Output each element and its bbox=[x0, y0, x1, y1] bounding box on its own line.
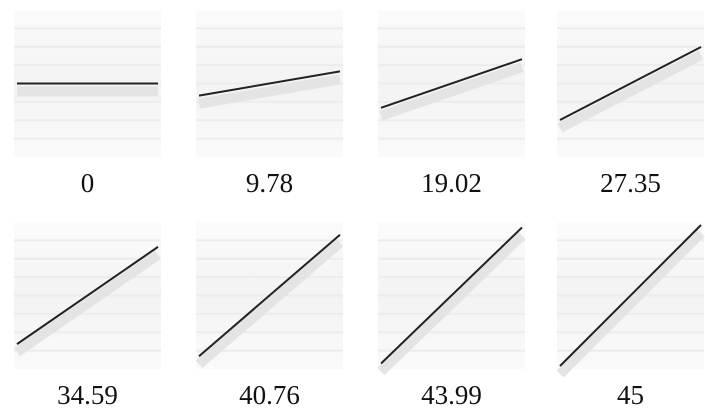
panel-label: 19.02 bbox=[421, 168, 482, 198]
panel: 45 bbox=[556, 222, 705, 408]
texture-band bbox=[198, 74, 341, 109]
panel-label: 40.76 bbox=[239, 380, 300, 408]
panel-label: 34.59 bbox=[57, 380, 118, 408]
panel: 27.35 bbox=[557, 10, 704, 198]
texture-band bbox=[195, 238, 344, 369]
panel-label: 0 bbox=[81, 168, 95, 198]
texture-band bbox=[379, 62, 524, 121]
texture-band bbox=[377, 231, 526, 376]
edge-line bbox=[380, 58, 523, 109]
panel-label: 45 bbox=[617, 380, 644, 408]
panel: 0 bbox=[14, 10, 161, 198]
edge-line bbox=[198, 233, 341, 358]
panel-label: 27.35 bbox=[600, 168, 661, 198]
edge-line bbox=[380, 226, 523, 365]
texture-band bbox=[14, 250, 161, 357]
panel-label: 43.99 bbox=[421, 380, 482, 408]
edge-line bbox=[198, 70, 341, 97]
texture-band bbox=[557, 50, 704, 133]
panel: 40.76 bbox=[195, 222, 344, 408]
edge-line bbox=[16, 246, 159, 345]
panel-label: 9.78 bbox=[246, 168, 293, 198]
texture-band bbox=[556, 229, 705, 378]
panel: 19.02 bbox=[378, 10, 525, 198]
panel: 43.99 bbox=[377, 222, 526, 408]
panel: 9.78 bbox=[196, 10, 343, 198]
panel: 34.59 bbox=[14, 222, 161, 408]
edge-line bbox=[559, 224, 702, 367]
edge-line bbox=[559, 46, 702, 121]
